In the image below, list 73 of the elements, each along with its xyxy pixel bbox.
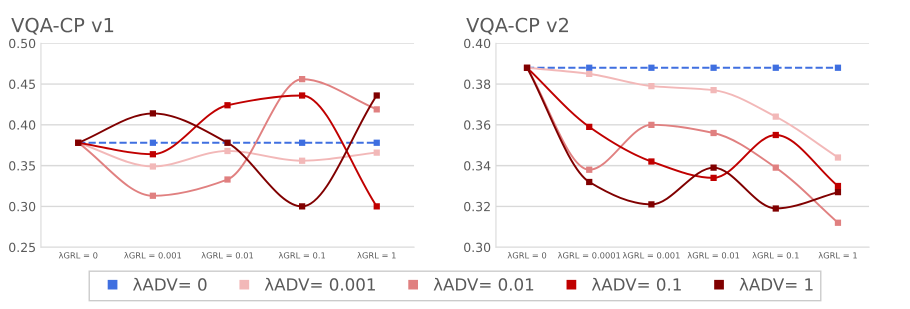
legend-label: λADV= 0.001 — [264, 278, 375, 291]
point — [710, 87, 717, 94]
point — [710, 130, 717, 136]
point — [224, 176, 231, 183]
point — [834, 189, 842, 196]
point — [586, 70, 592, 77]
y-tick-label: 0.40 — [9, 120, 36, 130]
x-tick-label: λGRL = 0.01 — [688, 252, 740, 259]
point — [834, 154, 842, 161]
point — [772, 64, 779, 71]
point — [772, 164, 779, 171]
point — [648, 82, 655, 90]
point — [374, 92, 380, 99]
y-tick-label: 0.30 — [464, 242, 490, 252]
point — [648, 201, 655, 208]
y-tick-label: 0.38 — [464, 80, 490, 89]
x-tick-label: λGRL = 0.1 — [278, 252, 326, 259]
y-tick-label: 0.25 — [9, 242, 35, 252]
point — [710, 164, 717, 171]
y-tick-label: 0.50 — [9, 38, 36, 48]
point — [224, 148, 231, 154]
point — [586, 64, 592, 71]
point — [772, 114, 779, 120]
y-tick-label: 0.35 — [9, 161, 35, 171]
chart-title: VQA-CP v2 — [466, 18, 568, 35]
point — [710, 174, 717, 181]
y-tick-label: 0.36 — [464, 120, 490, 130]
point — [586, 178, 592, 186]
point — [374, 149, 380, 156]
y-tick-label: 0.30 — [9, 202, 36, 212]
y-tick-label: 0.45 — [9, 80, 35, 89]
x-tick-label: λGRL = 0.0001 — [558, 252, 620, 259]
point — [224, 102, 231, 108]
legend-label: λADV= 0.1 — [592, 278, 681, 291]
point — [834, 64, 842, 71]
y-tick-label: 0.34 — [464, 161, 490, 171]
legend-label: λADV= 0.01 — [434, 278, 534, 291]
point — [772, 205, 779, 212]
x-tick-label: λGRL = 0 — [508, 252, 546, 259]
chart-title: VQA-CP v1 — [11, 18, 114, 35]
point — [374, 140, 380, 146]
x-tick-label: λGRL = 0.1 — [752, 252, 799, 259]
point — [834, 182, 842, 190]
point — [298, 158, 306, 164]
legend-label: λADV= 0 — [133, 278, 207, 291]
point — [586, 124, 592, 130]
x-tick-label: λGRL = 1 — [818, 252, 857, 259]
point — [648, 122, 655, 128]
x-tick-label: λGRL = 0.001 — [622, 252, 680, 259]
x-tick-label: λGRL = 0.001 — [124, 252, 182, 259]
legend-label: λADV= 1 — [740, 278, 813, 291]
point — [710, 64, 717, 71]
y-tick-label: 0.32 — [464, 202, 490, 212]
point — [298, 76, 306, 82]
point — [298, 140, 306, 146]
point — [374, 203, 380, 210]
point — [150, 192, 156, 199]
point — [298, 203, 306, 210]
point — [834, 220, 842, 226]
point — [150, 163, 156, 170]
x-tick-label: λGRL = 0.01 — [201, 252, 254, 259]
point — [150, 151, 156, 158]
point — [150, 140, 156, 146]
point — [374, 106, 380, 112]
point — [648, 158, 655, 165]
point — [772, 132, 779, 138]
point — [150, 110, 156, 117]
point — [298, 92, 306, 99]
point — [586, 166, 592, 173]
x-tick-label: λGRL = 0 — [58, 252, 98, 259]
y-tick-label: 0.40 — [464, 38, 490, 48]
point — [648, 64, 655, 71]
x-tick-label: λGRL = 1 — [357, 252, 396, 259]
